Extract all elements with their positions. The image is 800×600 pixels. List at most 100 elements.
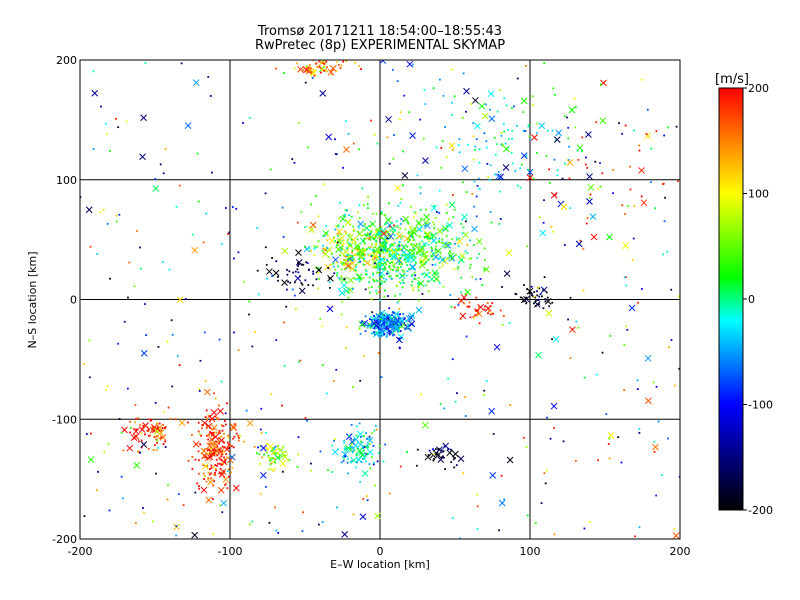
data-point-dot xyxy=(358,245,361,248)
data-point-dot xyxy=(302,511,305,514)
data-point-x xyxy=(138,426,146,433)
data-point-dot xyxy=(388,248,391,251)
data-point-x xyxy=(458,252,466,260)
data-point-dot xyxy=(453,466,456,469)
data-point-dot xyxy=(175,534,177,537)
data-point-dot xyxy=(342,225,345,228)
data-point-dot xyxy=(359,260,362,263)
data-point-dot xyxy=(475,296,478,299)
data-point-dot xyxy=(334,268,337,271)
data-point-x xyxy=(424,453,432,461)
data-point-dot xyxy=(272,447,275,449)
data-point-x xyxy=(140,441,148,448)
data-point-dot xyxy=(424,103,427,105)
data-point-dot xyxy=(485,380,488,382)
data-point-dot xyxy=(102,208,105,211)
data-point-dot xyxy=(392,244,394,247)
data-point-dot xyxy=(384,222,387,225)
data-point-dot xyxy=(483,308,486,311)
data-point-dot xyxy=(364,315,367,318)
data-point-dot xyxy=(422,137,425,140)
data-point-x xyxy=(415,219,423,227)
data-point-dot xyxy=(197,200,200,203)
data-point-x xyxy=(211,442,219,450)
data-point-dot xyxy=(397,231,400,234)
data-point-dot xyxy=(458,151,461,154)
data-point-dot xyxy=(274,461,277,464)
data-point-dot xyxy=(434,217,437,219)
data-point-dot xyxy=(386,313,389,316)
data-point-dot xyxy=(533,295,536,298)
plot-frame xyxy=(79,59,681,540)
data-point-dot xyxy=(525,296,528,299)
data-point-dot xyxy=(430,234,433,236)
data-point-dot xyxy=(408,252,411,255)
data-point-dot xyxy=(612,192,614,195)
data-point-dot xyxy=(373,265,376,267)
data-point-dot xyxy=(399,111,402,114)
data-point-x xyxy=(322,250,329,258)
data-point-dot xyxy=(266,277,268,280)
data-point-dot xyxy=(423,88,426,91)
data-point-dot xyxy=(322,247,325,250)
data-point-dot xyxy=(392,268,394,271)
data-point-dot xyxy=(442,450,445,453)
data-point-dot xyxy=(214,468,217,470)
data-point-x xyxy=(340,276,348,284)
data-point-dot xyxy=(387,316,390,319)
data-point-dot xyxy=(411,280,414,283)
data-point-dot xyxy=(191,433,193,436)
data-point-dot xyxy=(376,142,379,145)
data-point-dot xyxy=(157,446,160,449)
data-point-dot xyxy=(347,291,350,294)
data-point-dot xyxy=(364,455,367,457)
data-point-dot xyxy=(421,240,424,243)
data-point-dot xyxy=(410,284,413,287)
data-point-dot xyxy=(468,305,471,308)
data-point-dot xyxy=(365,432,368,434)
data-point-dot xyxy=(408,268,411,270)
data-point-dot xyxy=(317,272,319,274)
data-point-dot xyxy=(287,459,290,462)
data-point-dot xyxy=(208,468,211,470)
data-point-dot xyxy=(296,62,298,65)
data-point-dot xyxy=(413,253,415,256)
data-point-x xyxy=(506,456,514,464)
data-point-dot xyxy=(214,474,217,476)
data-point-dot xyxy=(147,434,150,437)
data-point-dot xyxy=(200,452,203,455)
data-point-dot xyxy=(346,239,349,242)
data-point-dot xyxy=(401,269,404,272)
data-point-dot xyxy=(364,446,367,448)
data-point-dot xyxy=(499,218,502,220)
data-point-dot xyxy=(375,242,378,245)
data-point-dot xyxy=(478,187,481,190)
data-point-dot xyxy=(400,237,403,240)
data-point-dot xyxy=(383,321,386,324)
data-point-dot xyxy=(349,447,352,450)
data-point-dot xyxy=(417,289,420,292)
data-point-dot xyxy=(551,129,554,132)
data-point-dot xyxy=(158,429,161,432)
data-point-dot xyxy=(311,77,314,79)
data-point-dot xyxy=(343,441,346,444)
data-point-dot xyxy=(207,452,209,455)
data-point-dot xyxy=(624,124,627,127)
data-point-dot xyxy=(325,392,328,395)
data-point-x xyxy=(434,451,442,459)
data-point-dot xyxy=(519,167,522,170)
data-point-dot xyxy=(317,523,320,526)
data-point-dot xyxy=(511,129,514,132)
data-point-dot xyxy=(385,242,387,245)
data-point-dot xyxy=(299,359,302,362)
data-point-x xyxy=(205,422,213,430)
data-point-x xyxy=(209,441,217,449)
data-point-dot xyxy=(92,70,95,73)
data-point-dot xyxy=(388,265,391,268)
data-point-dot xyxy=(360,249,363,252)
data-point-dot xyxy=(372,252,375,255)
data-point-dot xyxy=(382,314,385,317)
data-point-dot xyxy=(625,325,628,328)
